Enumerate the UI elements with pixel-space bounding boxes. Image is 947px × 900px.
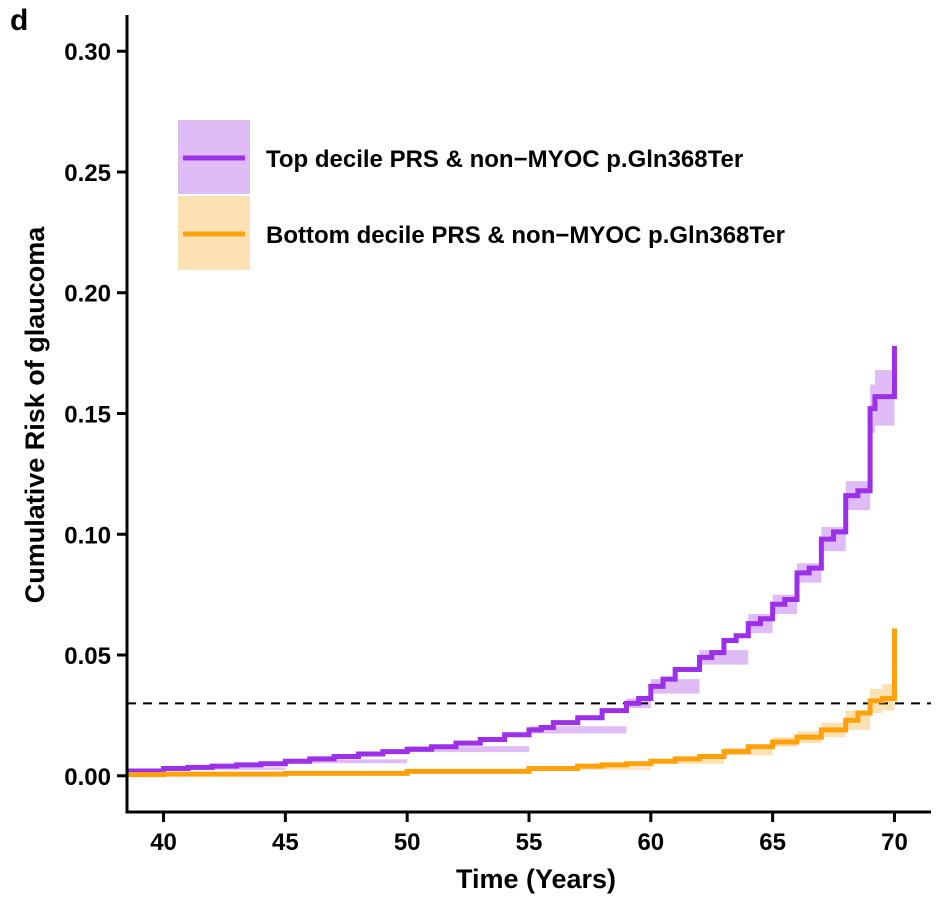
panel-label: d [10, 4, 29, 37]
y-tick-label: 0.15 [64, 402, 111, 429]
confidence-bands [127, 287, 895, 776]
x-tick-label: 60 [637, 829, 664, 856]
y-axis-title: Cumulative Risk of glaucoma [20, 226, 50, 604]
series-line-bottom-decile [127, 628, 897, 778]
series-lines [127, 345, 897, 778]
confidence-band-top-decile [127, 287, 895, 773]
x-tick-label: 45 [272, 829, 299, 856]
legend-label-top-decile: Top decile PRS & non−MYOC p.Gln368Ter [266, 146, 743, 173]
legend-label-bottom-decile: Bottom decile PRS & non−MYOC p.Gln368Ter [266, 222, 785, 249]
y-tick-label: 0.05 [64, 643, 111, 670]
series-line-top-decile [127, 345, 897, 774]
x-tick-label: 50 [394, 829, 421, 856]
x-axis-title: Time (Years) [456, 864, 616, 894]
x-tick-label: 55 [516, 829, 543, 856]
y-tick-label: 0.20 [64, 281, 111, 308]
y-tick-label: 0.10 [64, 522, 111, 549]
y-tick-label: 0.00 [64, 764, 111, 791]
legend: Top decile PRS & non−MYOC p.Gln368Ter Bot… [178, 120, 785, 270]
y-tick-label: 0.30 [64, 39, 111, 66]
x-tick-label: 70 [881, 829, 908, 856]
axes: 40 45 50 55 60 65 70 0.00 0.05 0.10 0.15 0.20 0.25 0.… [64, 15, 931, 856]
x-tick-label: 65 [759, 829, 786, 856]
x-tick-label: 40 [150, 829, 177, 856]
y-tick-label: 0.25 [64, 160, 111, 187]
